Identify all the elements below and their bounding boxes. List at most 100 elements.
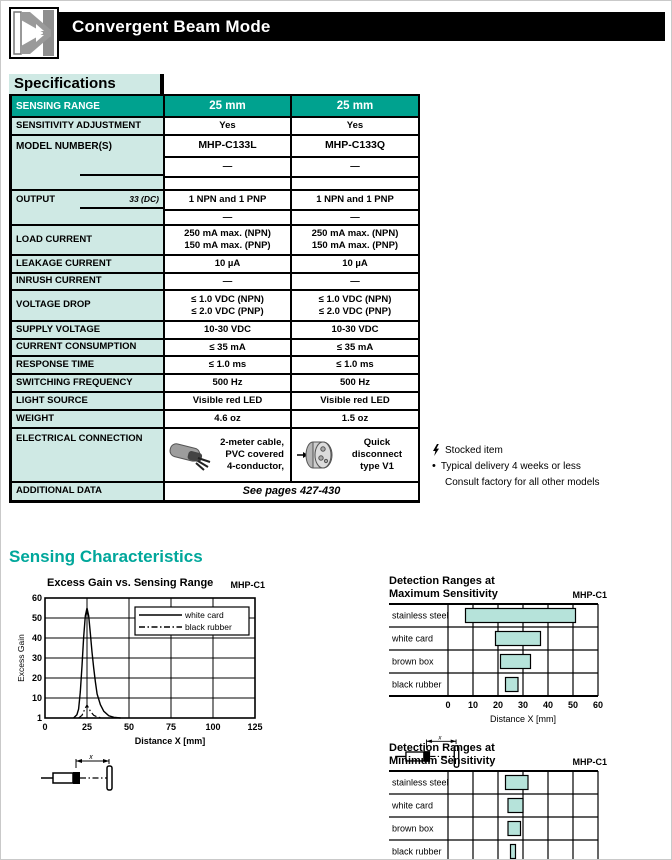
- row-label: INRUSH CURRENT: [12, 272, 165, 289]
- row-label: OUTPUT 33 (DC): [12, 189, 165, 209]
- row-label: LEAKAGE CURRENT: [12, 254, 165, 272]
- quick-disconnect-icon: [297, 441, 333, 469]
- table-row: SWITCHING FREQUENCY 500 Hz 500 Hz: [12, 373, 418, 391]
- svg-text:20: 20: [493, 700, 503, 710]
- cell: 10-30 VDC: [165, 320, 292, 338]
- cell: 10-30 VDC: [292, 320, 418, 338]
- table-row: WEIGHT 4.6 oz 1.5 oz: [12, 409, 418, 427]
- cell: Yes: [165, 116, 292, 134]
- row-label: [12, 156, 165, 176]
- svg-text:40: 40: [32, 633, 42, 643]
- output-note: 33 (DC): [129, 194, 159, 205]
- svg-text:30: 30: [518, 700, 528, 710]
- svg-text:brown box: brown box: [392, 657, 434, 667]
- row-label: RESPONSE TIME: [12, 355, 165, 373]
- convergent-beam-icon: [9, 7, 59, 59]
- cell: Visible red LED: [165, 391, 292, 409]
- svg-text:50: 50: [32, 613, 42, 623]
- cell: —: [292, 156, 418, 176]
- row-label: ELECTRICAL CONNECTION: [12, 427, 165, 481]
- table-row: SUPPLY VOLTAGE 10-30 VDC 10-30 VDC: [12, 320, 418, 338]
- additional-data-cell: See pages 427-430: [165, 481, 418, 500]
- detection-max-chart-block: Detection Ranges at Maximum Sensitivity …: [389, 575, 607, 774]
- svg-text:white card: white card: [391, 634, 433, 644]
- lightning-bolt-icon: [433, 444, 439, 456]
- chart-model-label: MHP-C1: [572, 757, 607, 768]
- row-label: SENSING RANGE: [12, 96, 165, 116]
- table-row: SENSING RANGE 25 mm 25 mm: [12, 96, 418, 116]
- cell: 10 µA: [165, 254, 292, 272]
- cell: 10 µA: [292, 254, 418, 272]
- page-title-bar: Convergent Beam Mode: [58, 12, 665, 41]
- cell: Quick disconnect type V1: [292, 427, 418, 481]
- row-label: ADDITIONAL DATA: [12, 481, 165, 500]
- table-row: [12, 174, 418, 189]
- note-stocked: Stocked item: [432, 442, 600, 458]
- table-row: CURRENT CONSUMPTION ≤ 35 mA ≤ 35 mA: [12, 338, 418, 355]
- svg-text:20: 20: [32, 673, 42, 683]
- row-label: LIGHT SOURCE: [12, 391, 165, 409]
- footnotes: Stocked item • Typical delivery 4 weeks …: [432, 442, 600, 490]
- svg-text:white card: white card: [391, 801, 433, 811]
- svg-text:10: 10: [468, 700, 478, 710]
- table-row: — —: [12, 156, 418, 176]
- cell: ≤ 35 mA: [165, 338, 292, 355]
- svg-text:1: 1: [37, 713, 42, 723]
- table-row: RESPONSE TIME ≤ 1.0 ms ≤ 1.0 ms: [12, 355, 418, 373]
- cell: 1 NPN and 1 PNP: [292, 189, 418, 209]
- cell: [165, 176, 292, 189]
- cell: 4.6 oz: [165, 409, 292, 427]
- cell: —: [165, 209, 292, 224]
- row-label: LOAD CURRENT: [12, 224, 165, 254]
- table-row: ADDITIONAL DATA See pages 427-430: [12, 481, 418, 500]
- bullet-icon: •: [432, 460, 436, 472]
- excess-gain-plot: 1 10 20 30 40 50 60 0 25 50 75 100 125 white card blac…: [16, 593, 263, 746]
- chart-title: Detection Ranges at Maximum Sensitivity: [389, 575, 498, 600]
- cell: ≤ 35 mA: [292, 338, 418, 355]
- cell: [292, 176, 418, 189]
- output-label: OUTPUT: [16, 193, 56, 205]
- cell: 1 NPN and 1 PNP: [165, 189, 292, 209]
- cell: ≤ 1.0 VDC (NPN) ≤ 2.0 VDC (PNP): [165, 289, 292, 320]
- note-delivery: • Typical delivery 4 weeks or less: [432, 460, 581, 472]
- detection-min-chart-block: Detection Ranges at Minimum Sensitivity …: [389, 742, 607, 859]
- detection-max-plot: 0 10 20 30 40 50 60 stainless steel white card br…: [389, 603, 603, 724]
- svg-text:40: 40: [543, 700, 553, 710]
- row-label: SUPPLY VOLTAGE: [12, 320, 165, 338]
- svg-text:0: 0: [445, 700, 450, 710]
- specifications-table: SENSING RANGE 25 mm 25 mm SENSITIVITY AD…: [9, 94, 420, 503]
- svg-text:stainless steel: stainless steel: [392, 778, 449, 788]
- svg-text:25: 25: [82, 722, 92, 732]
- cable-icon: [169, 443, 211, 471]
- svg-text:black rubber: black rubber: [185, 622, 232, 632]
- row-label: VOLTAGE DROP: [12, 289, 165, 320]
- svg-text:30: 30: [32, 653, 42, 663]
- cell: ≤ 1.0 VDC (NPN) ≤ 2.0 VDC (PNP): [292, 289, 418, 320]
- row-label: [12, 207, 165, 224]
- table-row: SENSITIVITY ADJUSTMENT Yes Yes: [12, 116, 418, 134]
- cell: 2-meter cable, PVC covered 4-conductor,: [165, 427, 292, 481]
- page-title: Convergent Beam Mode: [72, 16, 271, 36]
- table-row: INRUSH CURRENT — —: [12, 272, 418, 289]
- cell: —: [165, 272, 292, 289]
- svg-text:50: 50: [568, 700, 578, 710]
- cell: ≤ 1.0 ms: [292, 355, 418, 373]
- table-row: OUTPUT 33 (DC) 1 NPN and 1 PNP 1 NPN and…: [12, 189, 418, 209]
- svg-text:75: 75: [166, 722, 176, 732]
- cell: —: [292, 272, 418, 289]
- svg-text:Excess Gain: Excess Gain: [16, 634, 26, 682]
- svg-text:100: 100: [205, 722, 220, 732]
- chart-model-label: MHP-C1: [230, 579, 265, 590]
- cell: 250 mA max. (NPN) 150 mA max. (PNP): [165, 224, 292, 254]
- table-row: LOAD CURRENT 250 mA max. (NPN) 150 mA ma…: [12, 224, 418, 254]
- cell: 1.5 oz: [292, 409, 418, 427]
- cell: MHP-C133Q: [292, 134, 418, 156]
- svg-text:brown box: brown box: [392, 824, 434, 834]
- table-row: LEAKAGE CURRENT 10 µA 10 µA: [12, 254, 418, 272]
- connector-description: Quick disconnect type V1: [351, 437, 403, 472]
- cell: 25 mm: [165, 96, 292, 116]
- svg-text:10: 10: [32, 693, 42, 703]
- cell: Visible red LED: [292, 391, 418, 409]
- cell: 500 Hz: [292, 373, 418, 391]
